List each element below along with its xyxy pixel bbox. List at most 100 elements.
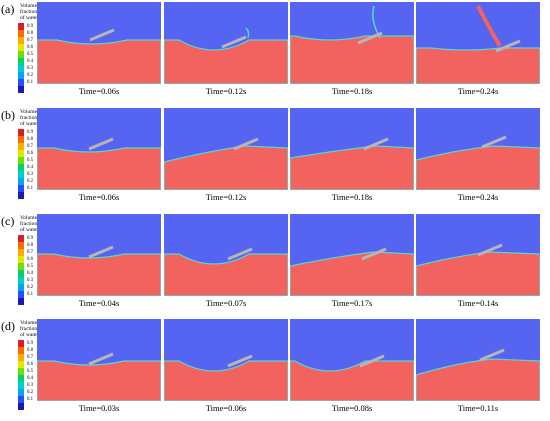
plate (221, 35, 247, 49)
flow-field (164, 108, 288, 190)
panel-c-4 (416, 214, 540, 296)
water-region (37, 253, 161, 296)
caption: Time=0.18s (331, 86, 373, 96)
panel-c-1 (37, 214, 161, 296)
caption: Time=0.07s (205, 298, 247, 308)
legend-swatch (18, 235, 24, 242)
legend-swatch (18, 242, 24, 249)
plate (359, 354, 385, 368)
plate (88, 137, 114, 151)
flow-field (290, 214, 414, 296)
legend-swatch (18, 86, 24, 93)
water-region (37, 360, 161, 401)
legend-tick: 0.4 (27, 59, 33, 64)
water-region (416, 47, 540, 84)
legend-tick: 0.8 (27, 137, 33, 142)
legend-tick: 0.9 (27, 130, 33, 135)
legend-swatch (18, 37, 24, 44)
panel-a-2 (164, 2, 288, 84)
caption: Time=0.24s (457, 192, 499, 202)
water-region (290, 145, 414, 190)
legend-tick: 0.3 (27, 66, 33, 71)
legend-tick: 0.6 (27, 362, 33, 367)
legend-swatch (18, 58, 24, 65)
legend: Volume fraction of water 0.9 0.8 0.7 0.6 0.5… (18, 320, 44, 412)
legend-swatch (18, 23, 24, 30)
caption: Time=0.06s (205, 403, 247, 413)
plate (88, 245, 114, 259)
water-region (164, 145, 288, 190)
legend-swatch (18, 30, 24, 37)
panel-b-3 (290, 108, 414, 190)
caption: Time=0.06s (78, 192, 120, 202)
legend-colorbar (18, 23, 24, 93)
panel-a-3 (290, 2, 414, 84)
legend-swatch (18, 150, 24, 157)
legend-tick: 0.7 (27, 38, 33, 43)
water-region (416, 358, 540, 401)
legend-swatch (18, 164, 24, 171)
legend-swatch (18, 361, 24, 368)
plate (363, 137, 389, 151)
flow-field (290, 319, 414, 401)
row-label: (a) (1, 2, 15, 16)
legend-swatch (18, 178, 24, 185)
legend-tick: 0.8 (27, 31, 33, 36)
legend-swatch (18, 347, 24, 354)
caption: Time=0.04s (78, 298, 120, 308)
caption: Time=0.14s (457, 298, 499, 308)
plate (89, 28, 115, 42)
legend-swatch (18, 157, 24, 164)
plate (495, 39, 521, 53)
legend-tick: 0.1 (27, 80, 33, 85)
plate (233, 137, 259, 151)
legend-tick: 0.6 (27, 151, 33, 156)
legend-tick: 0.4 (27, 271, 33, 276)
flow-field (416, 214, 540, 296)
legend-tick: 0.3 (27, 278, 33, 283)
legend: Volume fraction of water 0.9 0.8 0.7 0.6 0.5… (18, 109, 44, 201)
plate (477, 243, 503, 257)
panel-b-4 (416, 108, 540, 190)
legend-swatch (18, 143, 24, 150)
legend-swatch (18, 284, 24, 291)
flow-field (164, 214, 288, 296)
legend-colorbar (18, 129, 24, 199)
legend-tick: 0.8 (27, 348, 33, 353)
panel-a-1 (37, 2, 161, 84)
legend-tick: 0.2 (27, 285, 33, 290)
water-jet (245, 27, 250, 39)
legend-title: Volume fraction of water (20, 3, 39, 21)
legend-colorbar (18, 340, 24, 410)
flow-field (416, 2, 540, 84)
panel-b-1 (37, 108, 161, 190)
legend-tick: 0.1 (27, 186, 33, 191)
legend-tick: 0.7 (27, 355, 33, 360)
caption: Time=0.12s (205, 192, 247, 202)
panel-d-3 (290, 319, 414, 401)
legend-swatch (18, 65, 24, 72)
legend-swatch (18, 51, 24, 58)
legend-ticks: 0.9 0.8 0.7 0.6 0.5 0.4 0.3 0.2 0.1 (27, 340, 41, 410)
legend-swatch (18, 270, 24, 277)
water-jet (476, 5, 502, 48)
legend-tick: 0.1 (27, 397, 33, 402)
legend-ticks: 0.9 0.8 0.7 0.6 0.5 0.4 0.3 0.2 0.1 (27, 23, 41, 93)
legend-tick: 0.5 (27, 158, 33, 163)
legend-tick: 0.5 (27, 369, 33, 374)
flow-field (37, 214, 161, 296)
legend-swatch (18, 389, 24, 396)
caption: Time=0.18s (331, 192, 373, 202)
flow-field (416, 108, 540, 190)
panel-a-4 (416, 2, 540, 84)
legend-tick: 0.3 (27, 172, 33, 177)
caption: Time=0.06s (78, 86, 120, 96)
water-region (37, 147, 161, 190)
plate (481, 135, 507, 149)
flow-field (164, 319, 288, 401)
flow-field (290, 2, 414, 84)
legend-swatch (18, 375, 24, 382)
water-region (164, 39, 288, 84)
legend-swatch (18, 277, 24, 284)
legend-swatch (18, 249, 24, 256)
